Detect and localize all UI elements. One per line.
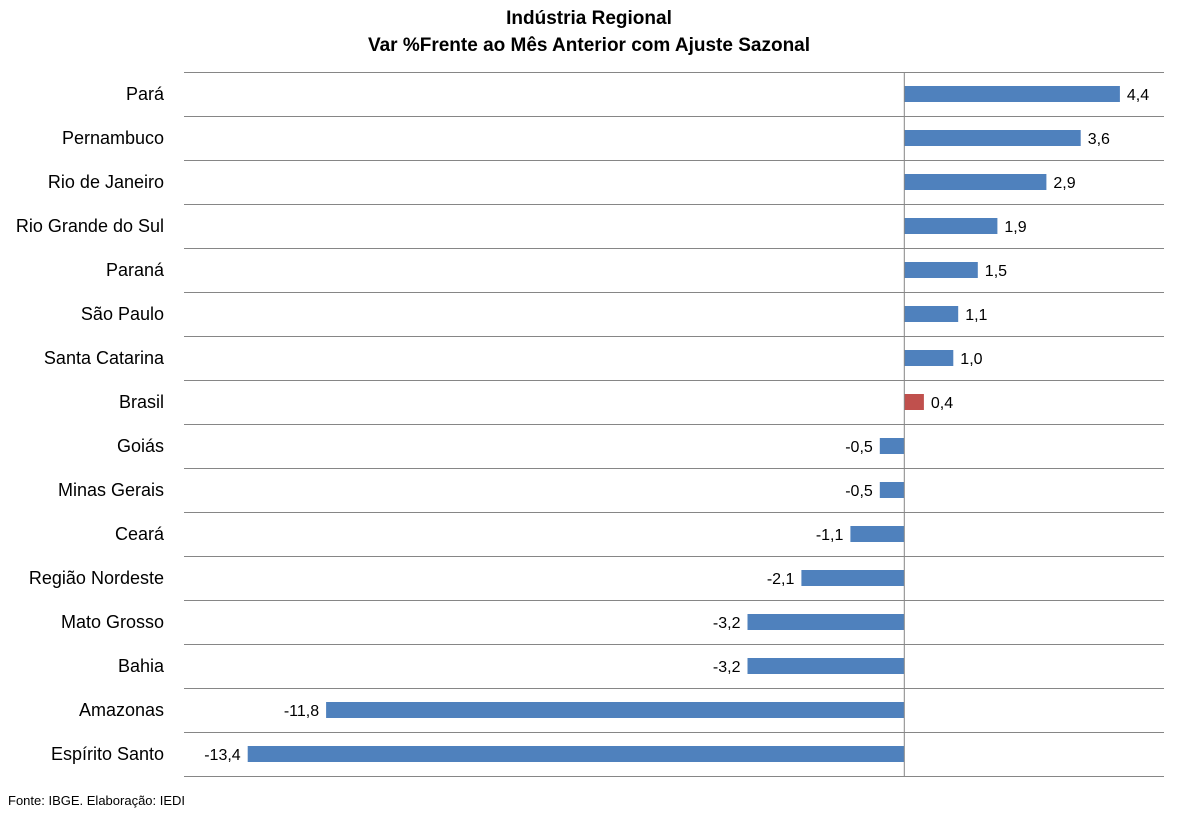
source-note: Fonte: IBGE. Elaboração: IEDI <box>8 793 186 808</box>
category-label: Pernambuco <box>62 128 164 148</box>
category-label: Região Nordeste <box>29 568 164 588</box>
category-label: Pará <box>126 84 165 104</box>
category-label: Amazonas <box>79 700 164 720</box>
category-label: Brasil <box>119 392 164 412</box>
bar <box>904 262 978 278</box>
category-label: Mato Grosso <box>61 612 164 632</box>
bar <box>879 438 905 454</box>
bar <box>247 746 905 762</box>
category-label: Santa Catarina <box>44 348 165 368</box>
data-label: 2,9 <box>1053 175 1075 192</box>
bar <box>904 306 959 322</box>
category-label: Minas Gerais <box>58 480 164 500</box>
data-label: 3,6 <box>1088 131 1110 148</box>
data-label: 0,4 <box>931 395 953 412</box>
data-label: -11,8 <box>284 703 319 720</box>
chart-subtitle: Var %Frente ao Mês Anterior com Ajuste S… <box>367 35 811 56</box>
bar <box>850 526 905 542</box>
bar <box>801 570 905 586</box>
bar <box>326 702 905 718</box>
bar <box>904 350 954 366</box>
category-label: Paraná <box>106 260 165 280</box>
data-label: -0,5 <box>845 439 873 456</box>
category-label: Rio Grande do Sul <box>16 216 164 236</box>
category-label: Espírito Santo <box>51 744 164 764</box>
data-label: 1,5 <box>985 263 1007 280</box>
category-label: Ceará <box>115 524 165 544</box>
bar <box>904 174 1047 190</box>
chart-title: Indústria Regional <box>506 8 672 29</box>
data-label: 1,9 <box>1004 219 1026 236</box>
bar <box>879 482 905 498</box>
bar <box>904 394 924 410</box>
category-label: São Paulo <box>81 304 164 324</box>
data-label: -13,4 <box>204 747 241 764</box>
data-label: -3,2 <box>713 659 741 676</box>
bar <box>904 130 1081 146</box>
data-label: 1,1 <box>965 307 987 324</box>
data-label: -2,1 <box>767 571 795 588</box>
category-label: Goiás <box>117 436 164 456</box>
bar <box>747 658 905 674</box>
category-label: Bahia <box>118 656 165 676</box>
chart-title-block: Indústria Regional Var %Frente ao Mês An… <box>0 5 1178 59</box>
bar <box>904 218 998 234</box>
data-label: -3,2 <box>713 615 741 632</box>
data-label: 1,0 <box>960 351 982 368</box>
data-label: -1,1 <box>816 527 844 544</box>
bar <box>747 614 905 630</box>
data-label: 4,4 <box>1127 87 1149 104</box>
category-label: Rio de Janeiro <box>48 172 164 192</box>
data-label: -0,5 <box>845 483 873 500</box>
bar <box>904 86 1120 102</box>
